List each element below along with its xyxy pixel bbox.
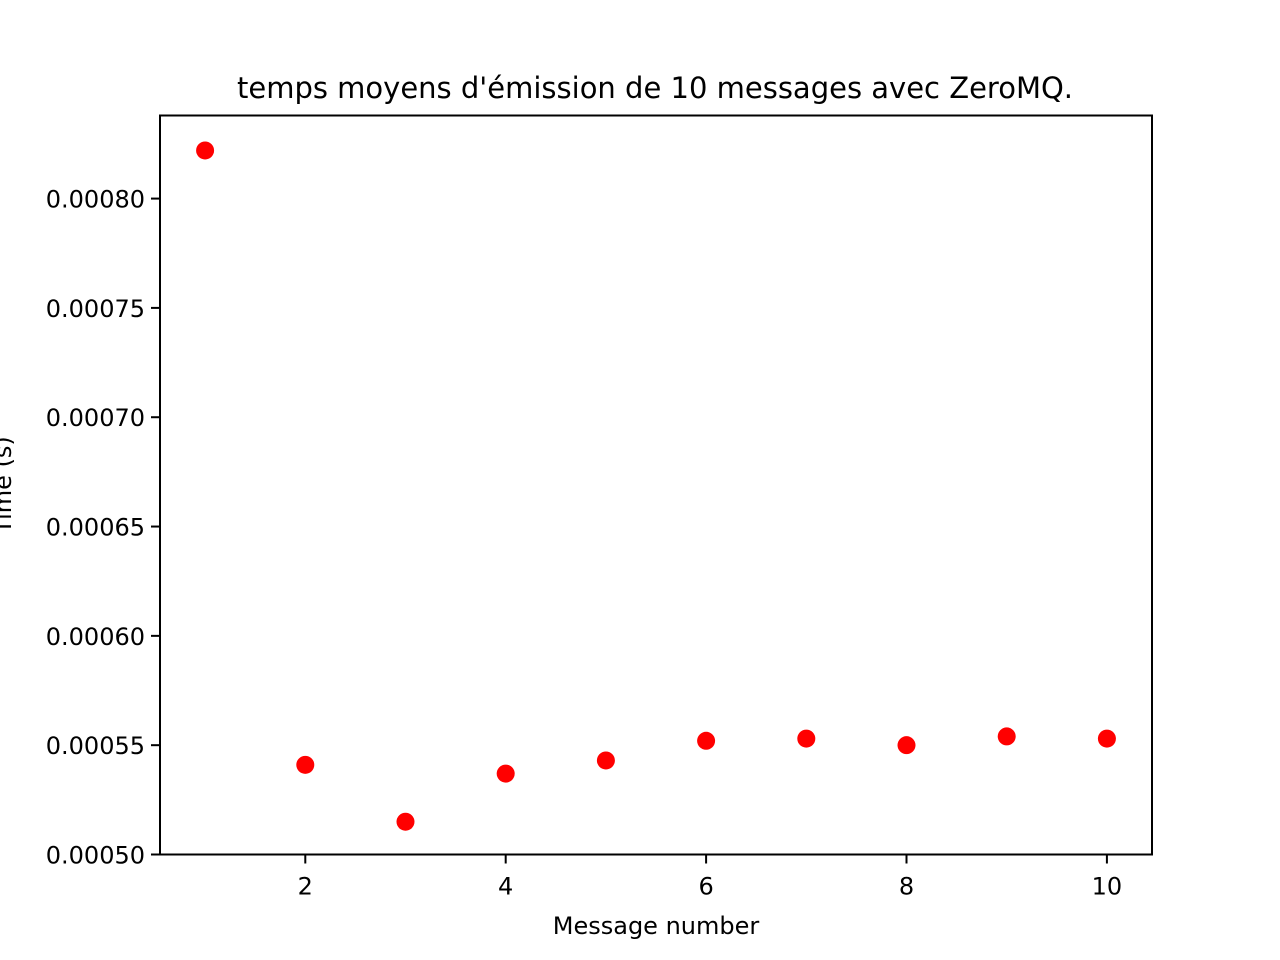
data-points [196,141,1116,831]
data-point [396,812,415,831]
data-point [1097,729,1116,748]
y-tick-label: 0.00065 [46,514,145,542]
data-point [196,141,215,160]
plot-frame [159,114,1153,856]
data-point [296,755,315,774]
x-tick-label: 10 [1092,873,1123,901]
x-tick-label: 6 [698,873,713,901]
x-axis-label: Message number [553,912,760,940]
y-tick-label: 0.00070 [46,404,145,432]
data-point [596,751,615,770]
y-tick-label: 0.00080 [46,186,145,214]
x-tick-label: 2 [298,873,313,901]
y-axis-label: Time (s) [0,436,17,535]
y-axis-ticks: 0.00050 0.00055 0.00060 0.00065 0.00070 0.000… [46,186,160,870]
x-tick-label: 4 [498,873,513,901]
x-tick-label: 8 [899,873,914,901]
y-tick-label: 0.00060 [46,623,145,651]
data-point [897,736,916,755]
data-point [496,764,515,783]
y-tick-label: 0.00055 [46,732,145,760]
data-point [697,731,716,750]
data-point [997,727,1016,746]
x-axis-ticks: 2 4 6 8 10 [298,854,1123,901]
y-tick-label: 0.00050 [46,842,145,870]
chart-title: temps moyens d'émission de 10 messages a… [237,71,1073,105]
data-point [797,729,816,748]
y-tick-label: 0.00075 [46,295,145,323]
